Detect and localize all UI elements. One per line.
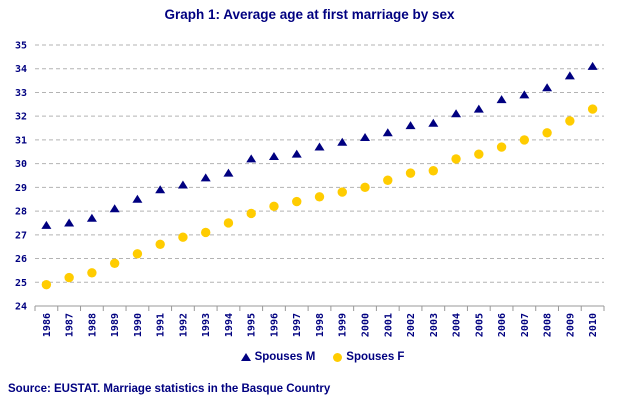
x-axis-label: 2000 (361, 313, 372, 337)
data-point-spouses-m (155, 185, 166, 194)
data-point-spouses-f (519, 135, 530, 145)
data-point-spouses-f (587, 104, 598, 114)
y-axis-label: 26 (15, 254, 27, 265)
legend-label-spouses-f: Spouses F (346, 351, 405, 363)
y-axis-label: 25 (15, 278, 27, 289)
x-axis-label: 2010 (588, 313, 599, 337)
data-point-spouses-f (223, 218, 234, 228)
data-point-spouses-m (587, 61, 598, 70)
data-point-spouses-m (132, 194, 143, 203)
data-point-spouses-m (41, 220, 52, 229)
data-point-spouses-m (473, 104, 484, 113)
data-point-spouses-f (360, 182, 370, 193)
data-point-spouses-m (451, 109, 462, 118)
data-point-spouses-f (41, 279, 52, 290)
y-axis-label: 31 (15, 135, 27, 146)
y-axis-label: 35 (15, 41, 27, 52)
data-point-spouses-m (519, 90, 530, 99)
data-point-spouses-f (314, 192, 325, 202)
x-axis-label: 2001 (383, 313, 394, 337)
legend: Spouses M Spouses F (13, 351, 619, 363)
data-point-spouses-f (405, 168, 416, 178)
data-point-spouses-f (565, 116, 575, 126)
x-axis-label: 1997 (292, 313, 303, 337)
data-point-spouses-f (87, 268, 97, 278)
data-point-spouses-f (269, 201, 279, 212)
x-axis-label: 1993 (201, 313, 212, 337)
data-point-spouses-m (405, 121, 416, 130)
data-point-spouses-m (314, 142, 325, 151)
data-point-spouses-m (177, 180, 188, 189)
data-point-spouses-m (428, 118, 439, 127)
data-point-spouses-m (542, 83, 553, 92)
data-point-spouses-f (246, 208, 256, 219)
x-axis-label: 1990 (133, 313, 144, 337)
x-axis-label: 1992 (178, 313, 189, 337)
data-point-spouses-f (64, 272, 74, 283)
y-axis-label: 29 (15, 183, 27, 194)
x-axis-label: 1995 (247, 313, 258, 337)
data-point-spouses-m (246, 154, 257, 163)
x-axis-label: 2004 (452, 313, 463, 337)
x-axis-label: 2007 (520, 313, 531, 337)
x-axis-label: 2003 (429, 313, 440, 337)
data-point-spouses-m (496, 95, 507, 104)
data-point-spouses-m (382, 128, 393, 137)
data-point-spouses-m (337, 137, 348, 146)
x-axis-label: 1996 (269, 313, 280, 337)
data-point-spouses-m (223, 168, 234, 177)
chart-title: Graph 1: Average age at first marriage b… (164, 7, 455, 22)
y-axis-label: 32 (15, 112, 27, 123)
y-axis-label: 24 (15, 301, 27, 312)
x-axis-label: 1998 (315, 313, 326, 337)
x-axis-label: 2009 (565, 313, 576, 337)
x-axis-label: 1988 (87, 313, 98, 337)
x-axis-label: 1986 (42, 313, 53, 337)
data-point-spouses-m (64, 218, 75, 227)
x-axis-label: 1991 (156, 313, 167, 337)
x-axis-label: 1989 (110, 313, 121, 337)
data-point-spouses-m (564, 71, 575, 80)
data-point-spouses-f (474, 149, 484, 159)
x-axis-label: 2006 (497, 313, 508, 337)
legend-item-spouses-m: Spouses M (240, 351, 316, 363)
data-point-spouses-m (109, 204, 120, 213)
data-point-spouses-f (337, 187, 347, 197)
data-point-spouses-m (291, 149, 302, 158)
data-point-spouses-m (360, 133, 371, 142)
y-axis-label: 27 (15, 230, 27, 241)
data-point-spouses-f (132, 249, 143, 259)
data-point-spouses-f (292, 196, 302, 207)
y-axis-label: 30 (15, 159, 27, 170)
data-point-spouses-f (109, 258, 120, 268)
plot-area: 24 25 26 27 28 29 30 31 32 33 34 35 1986 1987 1988 1989… (15, 41, 605, 337)
data-point-spouses-f (201, 227, 211, 238)
triangle-marker-icon (240, 353, 251, 361)
y-axis-label: 28 (15, 207, 27, 218)
x-axis-label: 1999 (338, 313, 349, 337)
circle-marker-icon (333, 352, 343, 362)
data-point-spouses-f (542, 128, 552, 138)
source-note: Source: EUSTAT. Marriage statistics in t… (8, 383, 331, 395)
x-axis-label: 2002 (406, 313, 417, 337)
data-point-spouses-f (155, 239, 165, 250)
legend-label-spouses-m: Spouses M (254, 351, 316, 363)
legend-item-spouses-f: Spouses F (333, 351, 404, 363)
data-point-spouses-m (86, 213, 97, 222)
x-axis-label: 2005 (474, 313, 485, 337)
data-point-spouses-f (178, 232, 188, 242)
x-axis-label: 1994 (224, 313, 235, 337)
y-axis-label: 34 (15, 64, 27, 75)
data-point-spouses-m (268, 152, 279, 161)
x-axis-label: 1987 (65, 313, 76, 337)
data-point-spouses-f (428, 166, 438, 176)
y-axis-label: 33 (15, 88, 27, 99)
data-point-spouses-m (200, 173, 211, 182)
data-point-spouses-f (451, 154, 461, 164)
x-axis-label: 2008 (543, 313, 554, 337)
data-point-spouses-f (496, 142, 507, 152)
data-point-spouses-f (383, 175, 393, 185)
